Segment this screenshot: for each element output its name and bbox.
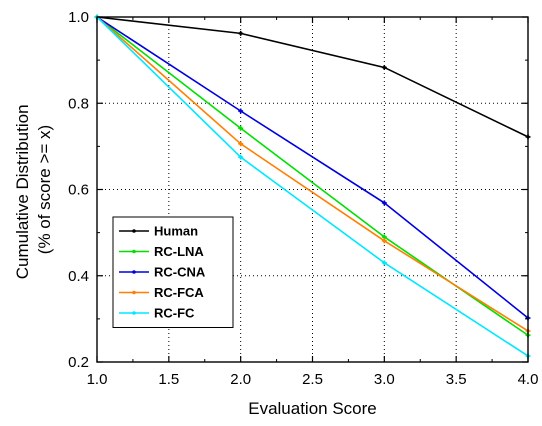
grid-lines — [97, 17, 528, 362]
x-tick-label: 2.5 — [302, 371, 323, 388]
y-axis-title: Cumulative Distribution (% of score >= x… — [13, 100, 54, 280]
x-axis-title: Evaluation Score — [248, 399, 377, 418]
data-point-rc-lna — [238, 125, 244, 131]
series-line-rc-cna — [96, 16, 529, 319]
legend-item-rc-lna: RC-LNA — [119, 244, 204, 259]
axis-ticks: 1.0 1.5 2.0 2.5 3.0 3.5 4.0 0.2 0.4 0.6 0.8 1.0 — [68, 9, 538, 388]
data-point-rc-fc — [381, 260, 387, 266]
series-line-human — [96, 16, 529, 138]
data-point-human — [238, 30, 244, 36]
series-lines — [94, 14, 531, 359]
data-point-rc-cna — [381, 200, 387, 206]
y-tick-label: 0.4 — [68, 268, 89, 285]
x-tick-label: 1.5 — [158, 371, 179, 388]
legend-item-human: Human — [119, 224, 198, 239]
y-tick-label: 1.0 — [68, 9, 89, 26]
data-point-rc-fca — [238, 141, 244, 147]
data-point-rc-cna — [238, 108, 244, 114]
legend-label: RC-FC — [154, 306, 195, 321]
y-tick-label: 0.8 — [68, 95, 89, 112]
x-tick-label: 3.5 — [446, 371, 467, 388]
legend-item-rc-cna: RC-CNA — [119, 265, 206, 280]
data-point-human — [381, 64, 387, 70]
x-tick-label: 1.0 — [87, 371, 108, 388]
series-line-rc-fc — [96, 16, 529, 357]
x-tick-label: 2.0 — [230, 371, 251, 388]
y-tick-label: 0.6 — [68, 182, 89, 199]
legend-item-rc-fca: RC-FCA — [119, 285, 204, 300]
legend-label: RC-CNA — [154, 265, 206, 280]
legend-label: RC-FCA — [154, 285, 204, 300]
data-point-rc-fca — [381, 238, 387, 244]
x-tick-label: 3.0 — [374, 371, 395, 388]
x-tick-label: 4.0 — [518, 371, 539, 388]
y-tick-label: 0.2 — [68, 354, 89, 371]
y-axis-title-line-2: (% of score >= x) — [35, 125, 54, 254]
legend-label: Human — [154, 224, 198, 239]
legend-item-rc-fc: RC-FC — [119, 306, 195, 321]
y-axis-title-line-1: Cumulative Distribution — [13, 104, 32, 279]
legend: Human RC-LNA RC-CNA RC-FCA RC-FC — [112, 216, 234, 328]
series-line-rc-fca — [96, 16, 529, 332]
legend-label: RC-LNA — [154, 244, 204, 259]
data-point-rc-fc — [238, 154, 244, 160]
